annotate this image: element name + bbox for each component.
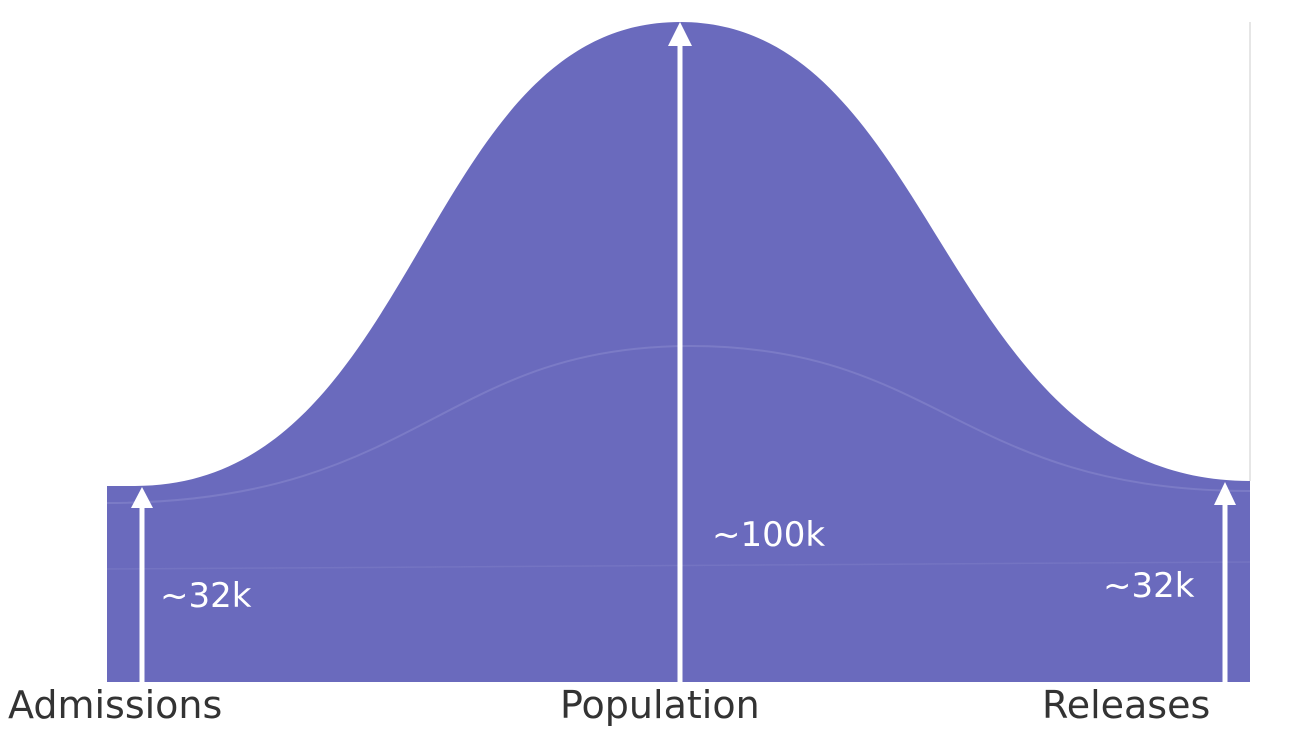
admissions-value-label: ~32k [160,576,252,616]
population-arrow-head [668,22,692,46]
inner-flow-band [106,344,1251,504]
releases-value-label: ~32k [1103,566,1195,606]
population-value-label: ~100k [712,515,825,555]
releases-label: Releases [1042,683,1210,727]
admissions-arrow-head [131,487,153,508]
releases-arrow-head [1214,482,1236,505]
admissions-label: Admissions [8,683,222,727]
population-label: Population [560,683,760,727]
